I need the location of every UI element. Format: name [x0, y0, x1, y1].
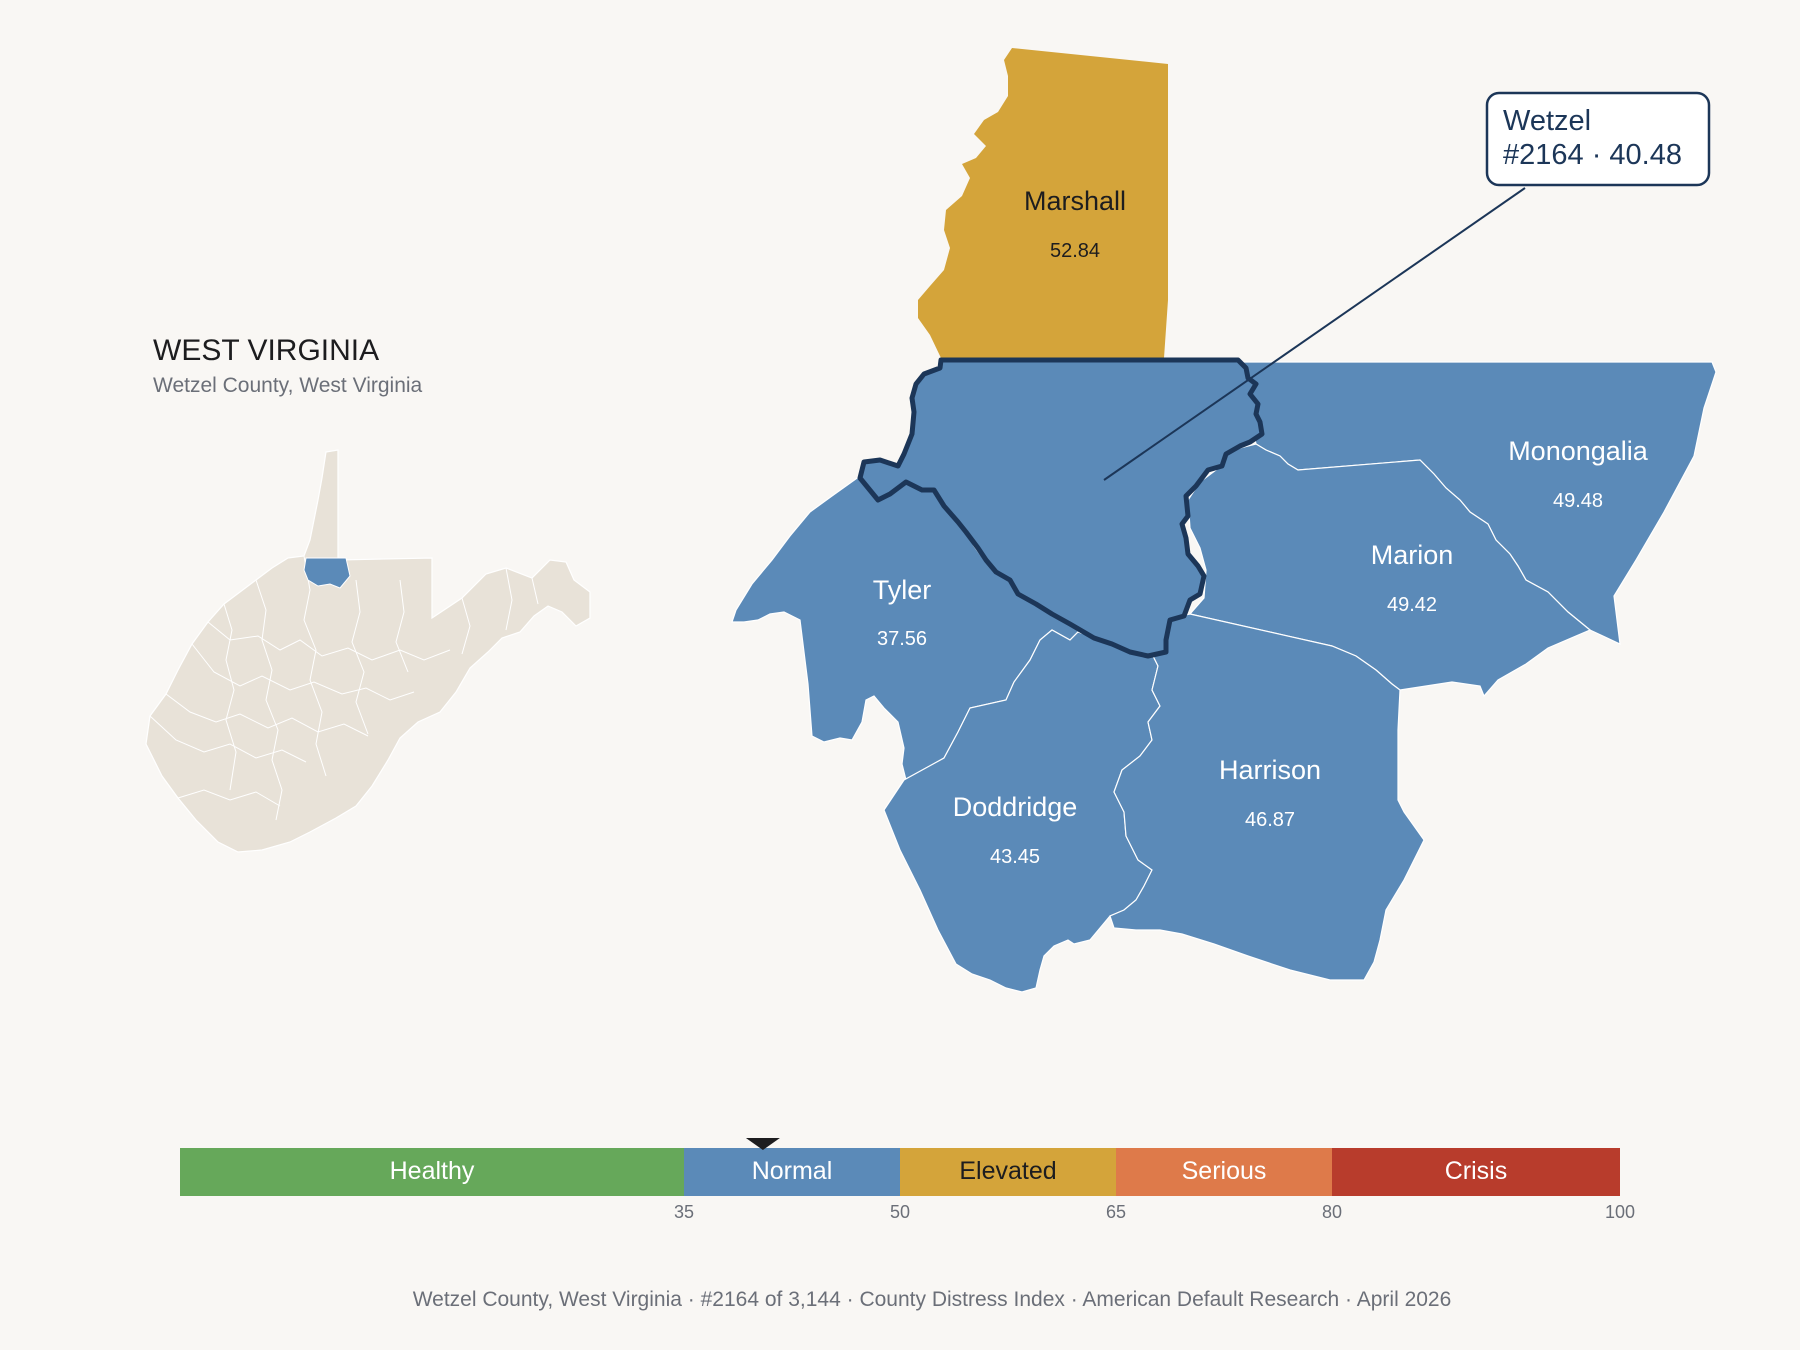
county-harrison[interactable]	[1109, 613, 1425, 981]
inset-highlight-wetzel	[303, 557, 351, 589]
county-label-doddridge: Doddridge	[953, 792, 1078, 822]
scale-tick-35: 35	[674, 1202, 694, 1222]
scale-segment-normal	[684, 1148, 900, 1196]
county-value-marion: 49.42	[1387, 594, 1437, 616]
scale-tick-80: 80	[1322, 1202, 1342, 1222]
footer-line: Wetzel County, West Virginia · #2164 of …	[413, 1288, 1452, 1311]
county-value-tyler: 37.56	[877, 628, 927, 650]
scale-segment-crisis	[1332, 1148, 1620, 1196]
footer-county: Wetzel County, West Virginia	[413, 1288, 683, 1311]
scale-segment-elevated	[900, 1148, 1116, 1196]
county-wetzel[interactable]	[857, 357, 1265, 659]
state-outline	[145, 449, 591, 853]
county-marion[interactable]	[1187, 443, 1592, 698]
scale-label-serious: Serious	[1182, 1157, 1267, 1185]
footer-source: American Default Research	[1082, 1288, 1339, 1311]
scale-label-normal: Normal	[752, 1157, 833, 1185]
scale-segment-healthy	[180, 1148, 684, 1196]
scale-tick-65: 65	[1106, 1202, 1126, 1222]
page-subtitle: Wetzel County, West Virginia	[153, 374, 423, 397]
footer-separator-1: ·	[688, 1288, 695, 1311]
scale-label-crisis: Crisis	[1445, 1157, 1508, 1185]
callout-rank-score: #2164 · 40.48	[1503, 139, 1682, 171]
callout-box	[1485, 91, 1711, 187]
county-value-marshall: 52.84	[1050, 240, 1100, 262]
callout-county-name: Wetzel	[1503, 105, 1591, 137]
callout-leader-line	[1103, 187, 1526, 481]
scale-tick-100: 100	[1605, 1202, 1635, 1222]
county-borders	[149, 555, 539, 821]
county-label-marshall: Marshall	[1024, 186, 1126, 216]
scale-label-healthy: Healthy	[390, 1157, 475, 1185]
scale-segment-serious	[1116, 1148, 1332, 1196]
focus-callout: Wetzel #2164 · 40.48	[1103, 91, 1711, 481]
scale-marker	[745, 1138, 780, 1150]
county-value-monongalia: 49.48	[1553, 490, 1603, 512]
county-map	[731, 48, 1717, 993]
distress-scale: Healthy Normal Elevated Serious Crisis 35 50 65…	[180, 1138, 1635, 1222]
footer-separator-4: ·	[1345, 1288, 1352, 1311]
county-label-monongalia: Monongalia	[1508, 436, 1649, 466]
county-label-tyler: Tyler	[873, 575, 932, 605]
scale-tick-50: 50	[890, 1202, 910, 1222]
state-inset-map	[145, 449, 591, 853]
state-title: WEST VIRGINIA	[153, 334, 379, 367]
footer-index: County Distress Index	[859, 1288, 1065, 1311]
footer-rank: #2164 of 3,144	[701, 1288, 841, 1311]
county-label-harrison: Harrison	[1219, 755, 1321, 785]
county-labels: Marshall 52.84 Tyler 37.56 Monongalia 49…	[873, 186, 1649, 868]
county-marshall[interactable]	[918, 48, 1168, 358]
county-value-doddridge: 43.45	[990, 846, 1040, 868]
scale-label-elevated: Elevated	[959, 1157, 1056, 1185]
county-label-marion: Marion	[1371, 540, 1454, 570]
footer-separator-3: ·	[1071, 1288, 1078, 1311]
footer-separator-2: ·	[847, 1288, 854, 1311]
footer-date: April 2026	[1357, 1288, 1452, 1311]
county-value-harrison: 46.87	[1245, 809, 1295, 831]
